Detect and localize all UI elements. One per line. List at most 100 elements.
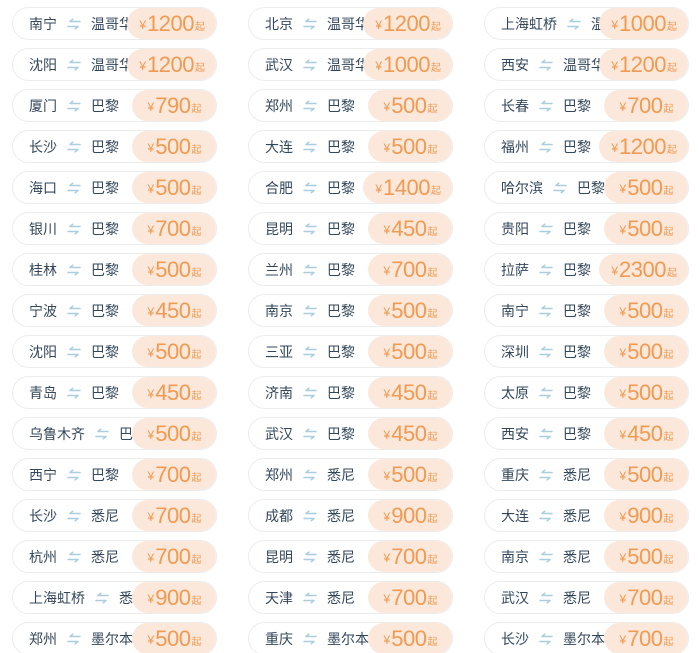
arrival-city: 巴黎	[91, 97, 119, 114]
route-card[interactable]: 济南 巴黎 ¥ 450 起	[248, 376, 453, 409]
route-card[interactable]: 天津 悉尼 ¥ 700 起	[248, 581, 453, 614]
arrival-city: 巴黎	[327, 261, 355, 278]
route-label: 长春 巴黎	[485, 99, 591, 113]
route-card[interactable]: 贵阳 巴黎 ¥ 500 起	[484, 212, 689, 245]
route-card[interactable]: 太原 巴黎 ¥ 500 起	[484, 376, 689, 409]
price-badge: ¥ 700 起	[132, 541, 216, 572]
route-card[interactable]: 重庆 墨尔本 ¥ 500 起	[248, 622, 453, 653]
price-suffix: 起	[191, 227, 202, 238]
currency-symbol: ¥	[147, 428, 155, 442]
swap-arrows-icon	[538, 263, 554, 276]
route-card[interactable]: 长沙 墨尔本 ¥ 700 起	[484, 622, 689, 653]
price-amount: 700	[391, 543, 427, 569]
departure-city: 长沙	[29, 138, 57, 155]
price-suffix: 起	[663, 637, 674, 648]
route-card[interactable]: 西安 温哥华 ¥ 1200 起	[484, 48, 689, 81]
route-card[interactable]: 南京 悉尼 ¥ 500 起	[484, 540, 689, 573]
route-card[interactable]: 南宁 温哥华 ¥ 1200 起	[12, 7, 217, 40]
price-amount: 500	[155, 338, 191, 364]
swap-arrows-icon	[66, 550, 82, 563]
price-badge: ¥ 500 起	[368, 295, 452, 326]
route-card[interactable]: 大连 巴黎 ¥ 500 起	[248, 130, 453, 163]
currency-symbol: ¥	[147, 223, 155, 237]
departure-city: 深圳	[501, 343, 529, 360]
departure-city: 昆明	[265, 220, 293, 237]
price-amount: 1400	[383, 174, 430, 200]
price-amount: 900	[627, 502, 663, 528]
route-card[interactable]: 海口 巴黎 ¥ 500 起	[12, 171, 217, 204]
route-card[interactable]: 乌鲁木齐 巴黎 ¥ 500 起	[12, 417, 217, 450]
currency-symbol: ¥	[147, 592, 155, 606]
price-amount: 700	[155, 502, 191, 528]
route-label: 昆明 悉尼	[249, 550, 355, 564]
route-card[interactable]: 重庆 悉尼 ¥ 500 起	[484, 458, 689, 491]
route-card[interactable]: 南京 巴黎 ¥ 500 起	[248, 294, 453, 327]
route-card[interactable]: 武汉 悉尼 ¥ 700 起	[484, 581, 689, 614]
price-suffix: 起	[663, 104, 674, 115]
route-card[interactable]: 深圳 巴黎 ¥ 500 起	[484, 335, 689, 368]
swap-arrows-icon	[66, 386, 82, 399]
route-card[interactable]: 长春 巴黎 ¥ 700 起	[484, 89, 689, 122]
currency-symbol: ¥	[619, 100, 627, 114]
route-card[interactable]: 上海虹桥 温哥华 ¥ 1000 起	[484, 7, 689, 40]
route-card[interactable]: 昆明 悉尼 ¥ 700 起	[248, 540, 453, 573]
route-card[interactable]: 长沙 悉尼 ¥ 700 起	[12, 499, 217, 532]
departure-city: 长春	[501, 97, 529, 114]
price-suffix: 起	[427, 596, 438, 607]
currency-symbol: ¥	[619, 223, 627, 237]
route-label: 武汉 温哥华	[249, 58, 369, 72]
price-badge: ¥ 700 起	[132, 213, 216, 244]
departure-city: 昆明	[265, 548, 293, 565]
route-label: 三亚 巴黎	[249, 345, 355, 359]
price-suffix: 起	[663, 432, 674, 443]
route-card[interactable]: 杭州 悉尼 ¥ 700 起	[12, 540, 217, 573]
price-suffix: 起	[427, 391, 438, 402]
route-card[interactable]: 银川 巴黎 ¥ 700 起	[12, 212, 217, 245]
route-label: 武汉 巴黎	[249, 427, 355, 441]
route-label: 长沙 悉尼	[13, 509, 119, 523]
swap-arrows-icon	[66, 222, 82, 235]
route-card[interactable]: 沈阳 巴黎 ¥ 500 起	[12, 335, 217, 368]
route-card[interactable]: 南宁 巴黎 ¥ 500 起	[484, 294, 689, 327]
route-card[interactable]: 宁波 巴黎 ¥ 450 起	[12, 294, 217, 327]
route-card[interactable]: 武汉 巴黎 ¥ 450 起	[248, 417, 453, 450]
route-card[interactable]: 三亚 巴黎 ¥ 500 起	[248, 335, 453, 368]
price-amount: 500	[627, 543, 663, 569]
route-card[interactable]: 成都 悉尼 ¥ 900 起	[248, 499, 453, 532]
swap-arrows-icon	[538, 99, 554, 112]
route-label: 哈尔滨 巴黎	[485, 181, 605, 195]
swap-arrows-icon	[66, 99, 82, 112]
currency-symbol: ¥	[383, 428, 391, 442]
route-card[interactable]: 拉萨 巴黎 ¥ 2300 起	[484, 253, 689, 286]
route-card[interactable]: 沈阳 温哥华 ¥ 1200 起	[12, 48, 217, 81]
route-label: 北京 温哥华	[249, 17, 369, 31]
swap-arrows-icon	[538, 468, 554, 481]
route-card[interactable]: 昆明 巴黎 ¥ 450 起	[248, 212, 453, 245]
route-card[interactable]: 武汉 温哥华 ¥ 1000 起	[248, 48, 453, 81]
route-card[interactable]: 郑州 墨尔本 ¥ 500 起	[12, 622, 217, 653]
route-card[interactable]: 西宁 巴黎 ¥ 700 起	[12, 458, 217, 491]
price-badge: ¥ 700 起	[368, 541, 452, 572]
route-card[interactable]: 厦门 巴黎 ¥ 790 起	[12, 89, 217, 122]
route-card[interactable]: 合肥 巴黎 ¥ 1400 起	[248, 171, 453, 204]
currency-symbol: ¥	[375, 59, 383, 73]
route-card[interactable]: 大连 悉尼 ¥ 900 起	[484, 499, 689, 532]
route-card[interactable]: 桂林 巴黎 ¥ 500 起	[12, 253, 217, 286]
route-label: 贵阳 巴黎	[485, 222, 591, 236]
route-card[interactable]: 郑州 悉尼 ¥ 500 起	[248, 458, 453, 491]
price-suffix: 起	[191, 637, 202, 648]
departure-city: 沈阳	[29, 343, 57, 360]
route-card[interactable]: 上海虹桥 悉尼 ¥ 900 起	[12, 581, 217, 614]
route-card[interactable]: 长沙 巴黎 ¥ 500 起	[12, 130, 217, 163]
route-card[interactable]: 兰州 巴黎 ¥ 700 起	[248, 253, 453, 286]
route-card[interactable]: 郑州 巴黎 ¥ 500 起	[248, 89, 453, 122]
arrival-city: 墨尔本	[563, 630, 605, 647]
route-card[interactable]: 北京 温哥华 ¥ 1200 起	[248, 7, 453, 40]
route-card[interactable]: 青岛 巴黎 ¥ 450 起	[12, 376, 217, 409]
arrival-city: 巴黎	[91, 138, 119, 155]
route-card[interactable]: 哈尔滨 巴黎 ¥ 500 起	[484, 171, 689, 204]
arrival-city: 巴黎	[563, 261, 591, 278]
route-card[interactable]: 西安 巴黎 ¥ 450 起	[484, 417, 689, 450]
route-card[interactable]: 福州 巴黎 ¥ 1200 起	[484, 130, 689, 163]
price-suffix: 起	[663, 391, 674, 402]
